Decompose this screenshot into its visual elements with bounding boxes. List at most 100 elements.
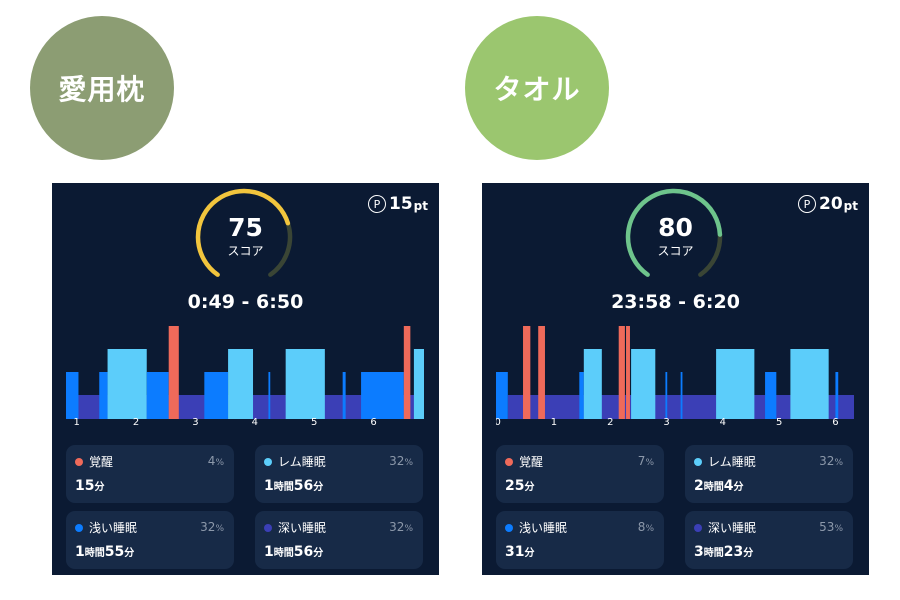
stat-duration: 15分	[75, 478, 105, 494]
rem-segment	[413, 349, 424, 419]
rem-segment	[228, 349, 254, 419]
stat-card-awake: 覚醒 7% 25分	[496, 445, 664, 503]
stat-duration: 1時間56分	[264, 478, 324, 494]
x-tick-label: 1	[551, 417, 557, 425]
x-tick-label: 1	[73, 417, 79, 425]
gauge-progress	[625, 188, 723, 277]
gauge-track	[268, 220, 293, 277]
sleep-stage-chart: 0 1 2 3 4 5 6	[496, 326, 854, 425]
points-unit: pt	[413, 198, 428, 213]
x-tick-label: 4	[252, 417, 258, 425]
stat-percent: 7%	[637, 454, 654, 468]
stat-card-deep: 深い睡眠 53% 3時間23分	[685, 511, 853, 569]
light-segment	[579, 372, 584, 419]
rem-segment	[790, 349, 829, 419]
stat-label: 浅い睡眠	[89, 521, 138, 535]
deep-dot-icon	[694, 524, 702, 532]
light-segment	[342, 372, 346, 419]
x-tick-label: 0	[496, 417, 501, 425]
points-value: 20	[819, 194, 843, 214]
light-segment	[680, 372, 683, 419]
stat-card-deep: 深い睡眠 32% 1時間56分	[255, 511, 423, 569]
light-segment	[66, 372, 79, 419]
light-segment	[361, 372, 404, 419]
x-tick-label: 3	[663, 417, 669, 425]
stat-percent: 32%	[819, 454, 843, 468]
light-dot-icon	[75, 524, 83, 532]
rem-dot-icon	[694, 458, 702, 466]
towel-badge: タオル	[465, 16, 609, 160]
stat-card-rem: レム睡眠 32% 1時間56分	[255, 445, 423, 503]
sleep-panel-towel: P 20 pt 80 スコア 23:58 - 6:20 0 1 2 3 4 5 6 覚醒 7…	[482, 183, 869, 575]
stat-duration: 31分	[505, 544, 535, 560]
stat-percent: 53%	[819, 520, 843, 534]
points-indicator: P 15 pt	[368, 194, 428, 214]
light-segment	[835, 372, 839, 419]
awake-segment	[403, 326, 411, 419]
sleep-time-range: 0:49 - 6:50	[187, 291, 304, 313]
score-label: スコア	[657, 244, 694, 258]
pillow-badge: 愛用枕	[30, 16, 174, 160]
x-tick-label: 2	[607, 417, 613, 425]
rem-segment	[631, 349, 656, 419]
sleep-time-range: 23:58 - 6:20	[611, 291, 740, 313]
awake-dot-icon	[505, 458, 513, 466]
points-icon: P	[368, 195, 386, 213]
score-label: スコア	[227, 244, 264, 258]
score-value: 80	[658, 213, 693, 242]
stat-card-awake: 覚醒 4% 15分	[66, 445, 234, 503]
stat-percent: 32%	[389, 520, 413, 534]
light-segment	[146, 372, 169, 419]
awake-segment	[168, 326, 179, 419]
x-tick-label: 2	[133, 417, 139, 425]
awake-segment	[618, 326, 625, 419]
x-tick-label: 3	[192, 417, 198, 425]
light-segment	[765, 372, 777, 419]
stat-label: 浅い睡眠	[519, 521, 568, 535]
rem-segment	[716, 349, 755, 419]
stat-label: 覚醒	[89, 455, 114, 469]
stat-duration: 3時間23分	[694, 544, 754, 560]
gauge-track	[698, 232, 723, 277]
light-segment	[496, 372, 508, 419]
score-gauge	[195, 188, 293, 277]
deep-dot-icon	[264, 524, 272, 532]
points-unit: pt	[843, 198, 858, 213]
light-segment	[665, 372, 668, 419]
light-segment	[268, 372, 271, 419]
x-tick-label: 5	[776, 417, 782, 425]
points-icon: P	[798, 195, 816, 213]
light-dot-icon	[505, 524, 513, 532]
stat-card-rem: レム睡眠 32% 2時間4分	[685, 445, 853, 503]
sleep-stage-chart: 1 2 3 4 5 6	[66, 326, 424, 425]
x-tick-label: 6	[370, 417, 376, 425]
stat-label: 深い睡眠	[708, 521, 757, 535]
rem-segment	[285, 349, 325, 419]
light-segment	[204, 372, 229, 419]
stat-duration: 1時間56分	[264, 544, 324, 560]
score-gauge	[625, 188, 723, 277]
stat-label: 覚醒	[519, 455, 544, 469]
score-value: 75	[228, 213, 263, 242]
stat-duration: 25分	[505, 478, 535, 494]
x-tick-label: 6	[832, 417, 838, 425]
rem-segment	[583, 349, 602, 419]
awake-segment	[523, 326, 531, 419]
x-tick-label: 4	[720, 417, 726, 425]
stat-card-light: 浅い睡眠 32% 1時間55分	[66, 511, 234, 569]
stat-duration: 2時間4分	[694, 478, 744, 494]
awake-dot-icon	[75, 458, 83, 466]
awake-segment	[538, 326, 545, 419]
stat-label: レム睡眠	[278, 455, 326, 469]
awake-segment	[626, 326, 630, 419]
gauge-progress	[195, 188, 291, 277]
stat-percent: 32%	[200, 520, 224, 534]
stat-label: レム睡眠	[708, 455, 756, 469]
light-segment	[99, 372, 108, 419]
rem-dot-icon	[264, 458, 272, 466]
x-tick-label: 5	[311, 417, 317, 425]
stat-label: 深い睡眠	[278, 521, 327, 535]
stat-percent: 4%	[207, 454, 224, 468]
stat-card-light: 浅い睡眠 8% 31分	[496, 511, 664, 569]
points-value: 15	[389, 194, 413, 214]
